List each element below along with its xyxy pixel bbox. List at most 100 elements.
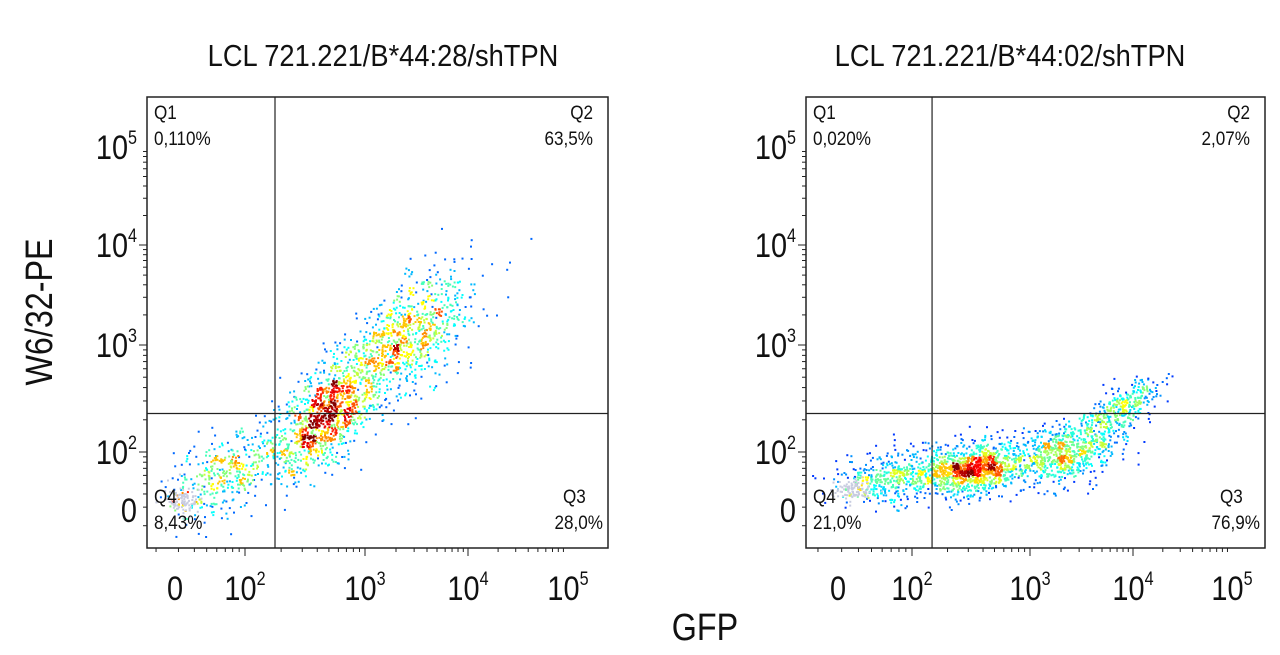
event-dot [195, 495, 197, 497]
event-dot [381, 355, 383, 357]
event-dot [206, 491, 208, 493]
event-dot [867, 488, 869, 490]
event-dot [920, 482, 922, 484]
event-dot [1105, 449, 1107, 451]
event-dot [1137, 410, 1139, 412]
event-dot [1090, 430, 1092, 432]
event-dot [373, 396, 375, 398]
event-dot [288, 469, 290, 471]
event-dot [470, 246, 472, 248]
event-dot [1155, 387, 1157, 389]
event-dot [1093, 407, 1095, 409]
event-dot [1090, 463, 1092, 465]
event-dot [1136, 376, 1138, 378]
event-dot [1027, 453, 1029, 455]
event-dot [933, 464, 935, 466]
event-dot [221, 517, 223, 519]
event-dot [182, 509, 184, 511]
event-dot [933, 460, 935, 462]
event-dot [415, 393, 417, 395]
event-dot [960, 467, 962, 469]
event-dot [1024, 454, 1026, 456]
event-dot [437, 347, 439, 349]
event-dot [963, 453, 965, 455]
event-dot [1083, 465, 1085, 467]
event-dot [1089, 448, 1091, 450]
event-dot [340, 440, 342, 442]
event-dot [1103, 455, 1105, 457]
event-dot [411, 305, 413, 307]
event-dot [321, 438, 323, 440]
event-dot [420, 365, 422, 367]
event-dot [1075, 456, 1077, 458]
event-dot [1064, 467, 1066, 469]
event-dot [232, 499, 234, 501]
event-dot [916, 457, 918, 459]
event-dot [968, 486, 970, 488]
event-dot [281, 454, 283, 456]
event-dot [373, 308, 375, 310]
event-dot [897, 482, 899, 484]
event-dot [1104, 410, 1106, 412]
event-dot [390, 332, 392, 334]
event-dot [378, 315, 380, 317]
event-dot [928, 442, 930, 444]
event-dot [904, 459, 906, 461]
event-dot [893, 475, 895, 477]
event-dot [1104, 431, 1106, 433]
event-dot [436, 339, 438, 341]
event-dot [949, 473, 951, 475]
event-dot [1082, 448, 1084, 450]
event-dot [288, 472, 290, 474]
event-dot [258, 461, 260, 463]
event-dot [884, 479, 886, 481]
event-dot [232, 481, 234, 483]
event-dot [1125, 443, 1127, 445]
event-dot [963, 486, 965, 488]
event-dot [1142, 381, 1144, 383]
y-tick-label: 105 [96, 127, 137, 167]
event-dot [373, 332, 375, 334]
event-dot [225, 501, 227, 503]
event-dot [975, 462, 977, 464]
event-dot [321, 452, 323, 454]
event-dot [386, 324, 388, 326]
event-dot [253, 450, 255, 452]
event-dot [444, 258, 446, 260]
event-dot [406, 379, 408, 381]
event-dot [227, 484, 229, 486]
event-dot [1005, 471, 1007, 473]
event-dot [1029, 457, 1031, 459]
event-dot [358, 350, 360, 352]
event-dot [1125, 409, 1127, 411]
event-dot [436, 361, 438, 363]
event-dot [323, 395, 325, 397]
event-dot [876, 469, 878, 471]
event-dot [875, 511, 877, 513]
event-dot [411, 351, 413, 353]
event-dot [278, 416, 280, 418]
event-dot [183, 498, 185, 500]
event-dot [286, 404, 288, 406]
event-dot [1019, 453, 1021, 455]
event-dot [336, 452, 338, 454]
event-dot [917, 451, 919, 453]
event-dot [898, 465, 900, 467]
event-dot [1126, 397, 1128, 399]
event-dot [200, 501, 202, 503]
event-dot [981, 482, 983, 484]
event-dot [269, 420, 271, 422]
event-dot [945, 463, 947, 465]
event-dot [359, 415, 361, 417]
event-dot [1127, 440, 1129, 442]
event-dot [360, 331, 362, 333]
event-dot [331, 383, 333, 385]
event-dot [248, 456, 250, 458]
event-dot [947, 461, 949, 463]
event-dot [375, 391, 377, 393]
event-dot [1036, 462, 1038, 464]
event-dot [921, 473, 923, 475]
event-dot [293, 483, 295, 485]
event-dot [450, 269, 452, 271]
event-dot [841, 486, 843, 488]
